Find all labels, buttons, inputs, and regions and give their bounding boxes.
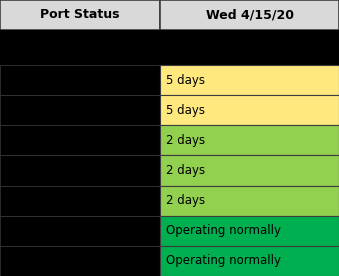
Bar	[0, 216, 160, 246]
Bar	[160, 65, 339, 95]
Bar	[0, 95, 160, 125]
Bar	[0, 246, 160, 276]
Bar	[0, 30, 160, 276]
Bar	[160, 185, 339, 216]
Bar	[160, 95, 339, 125]
Bar	[0, 0, 160, 30]
Text: Operating normally: Operating normally	[166, 254, 281, 267]
Bar	[0, 125, 160, 155]
Text: 2 days: 2 days	[166, 194, 205, 207]
Text: Operating normally: Operating normally	[166, 224, 281, 237]
Bar	[160, 0, 339, 30]
Text: 2 days: 2 days	[166, 134, 205, 147]
Text: 5 days: 5 days	[166, 74, 205, 87]
Bar	[160, 155, 339, 185]
Text: 2 days: 2 days	[166, 164, 205, 177]
Bar	[160, 246, 339, 276]
Bar	[160, 216, 339, 246]
Bar	[0, 65, 160, 95]
Text: Wed 4/15/20: Wed 4/15/20	[206, 9, 294, 22]
Bar	[160, 30, 339, 65]
Text: Port Status: Port Status	[40, 9, 120, 22]
Bar	[0, 185, 160, 216]
Bar	[160, 125, 339, 155]
Bar	[0, 155, 160, 185]
Text: 5 days: 5 days	[166, 104, 205, 117]
